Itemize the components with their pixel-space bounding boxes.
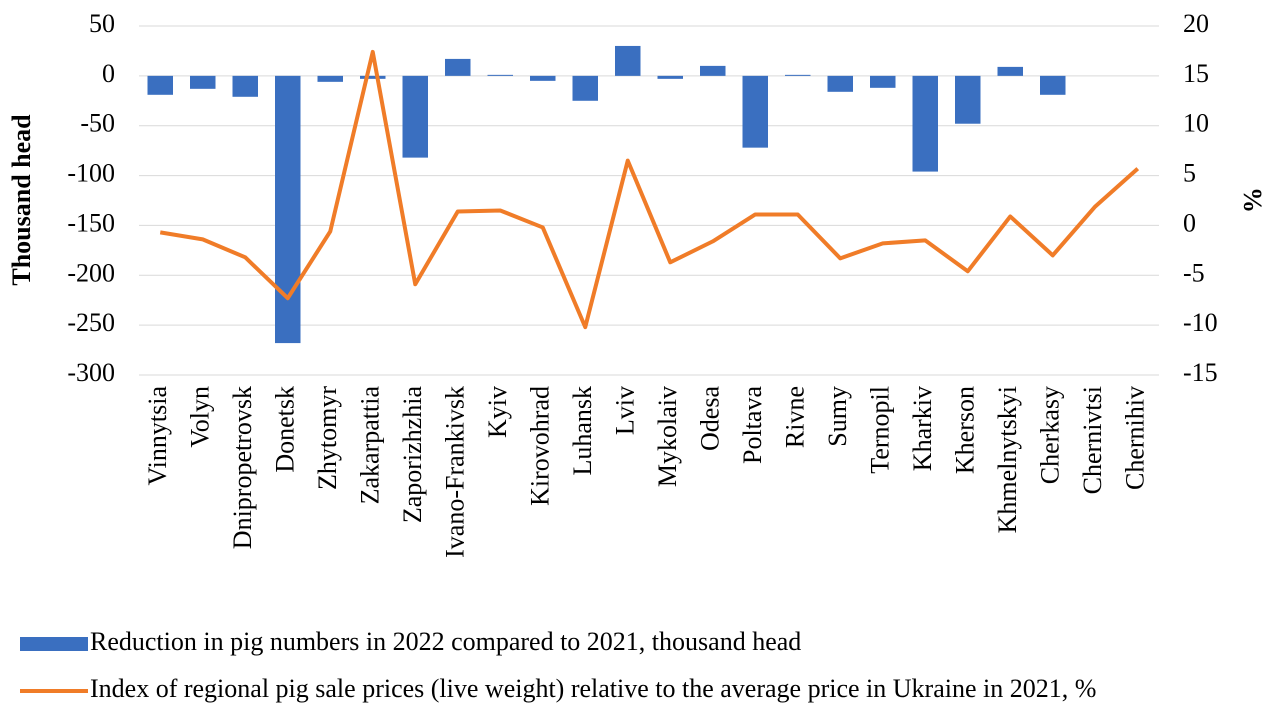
y2-tick-label: 15: [1183, 59, 1209, 88]
bar: [360, 75, 386, 79]
y-axis-title: Thousand head: [7, 114, 36, 286]
y-tick-label: -150: [67, 208, 115, 237]
bar: [955, 75, 981, 124]
bar: [487, 74, 513, 76]
legend-swatch: [20, 637, 88, 651]
x-tick-label: Kyiv: [483, 386, 512, 438]
bar: [147, 75, 173, 95]
y-tick-label: -250: [67, 308, 115, 337]
x-tick-label: Sumy: [823, 386, 852, 447]
x-tick-label: Kharkiv: [908, 386, 937, 471]
x-tick-label: Rivne: [781, 386, 810, 448]
bar: [445, 58, 471, 76]
bar: [870, 75, 896, 88]
y-tick-label: -300: [67, 358, 115, 387]
x-tick-label: Odesa: [696, 386, 725, 451]
x-tick-label: Dnipropetrovsk: [228, 386, 257, 549]
bar: [317, 75, 343, 82]
x-tick-label: Kirovohrad: [526, 386, 555, 506]
y2-axis-title: %: [1238, 187, 1267, 213]
y2-tick-label: -5: [1183, 258, 1205, 287]
bar: [700, 65, 726, 76]
bar: [785, 74, 811, 76]
y2-tick-label: 5: [1183, 159, 1196, 188]
bar: [615, 45, 641, 76]
bar: [232, 75, 258, 97]
bar: [657, 75, 683, 79]
x-tick-label: Luhansk: [568, 386, 597, 476]
bar: [997, 66, 1023, 76]
x-tick-label: Chernivtsi: [1078, 386, 1107, 494]
x-tick-label: Cherkasy: [1036, 386, 1065, 484]
bar: [912, 75, 938, 172]
bar: [827, 75, 853, 92]
y2-tick-label: 20: [1183, 9, 1209, 38]
bar: [572, 75, 598, 101]
x-tick-label: Volyn: [186, 386, 215, 448]
x-tick-label: Lviv: [611, 386, 640, 435]
y-tick-label: -200: [67, 258, 115, 287]
x-tick-label: Zhytomyr: [313, 386, 342, 490]
legend-label: Index of regional pig sale prices (live …: [90, 674, 1096, 703]
bar: [742, 75, 768, 148]
y-tick-label: -50: [80, 109, 115, 138]
bar: [402, 75, 428, 158]
y2-tick-label: 10: [1183, 109, 1209, 138]
y2-tick-label: -15: [1183, 358, 1218, 387]
y2-tick-label: 0: [1183, 208, 1196, 237]
line: [159, 49, 1140, 330]
bar: [530, 75, 556, 81]
legend-label: Reduction in pig numbers in 2022 compare…: [90, 627, 801, 656]
bar: [1040, 75, 1066, 95]
x-tick-label: Ternopil: [866, 386, 895, 474]
y2-tick-label: -10: [1183, 308, 1218, 337]
x-tick-label: Mykolaiv: [653, 386, 682, 487]
x-tick-label: Zakarpattia: [356, 386, 385, 505]
x-tick-label: Kherson: [951, 386, 980, 474]
x-tick-label: Khmelnytskyi: [993, 386, 1022, 533]
x-tick-label: Ivano-Frankivsk: [441, 386, 470, 558]
y-tick-label: 0: [102, 59, 115, 88]
x-tick-label: Zaporizhzhia: [398, 386, 427, 524]
y-tick-label: 50: [89, 9, 115, 38]
x-tick-label: Donetsk: [271, 386, 300, 473]
y-tick-label: -100: [67, 159, 115, 188]
x-tick-label: Vinnytsia: [143, 386, 172, 486]
bar: [190, 75, 216, 89]
bar: [275, 75, 301, 344]
x-tick-label: Poltava: [738, 386, 767, 464]
x-tick-label: Chernihiv: [1121, 386, 1150, 490]
